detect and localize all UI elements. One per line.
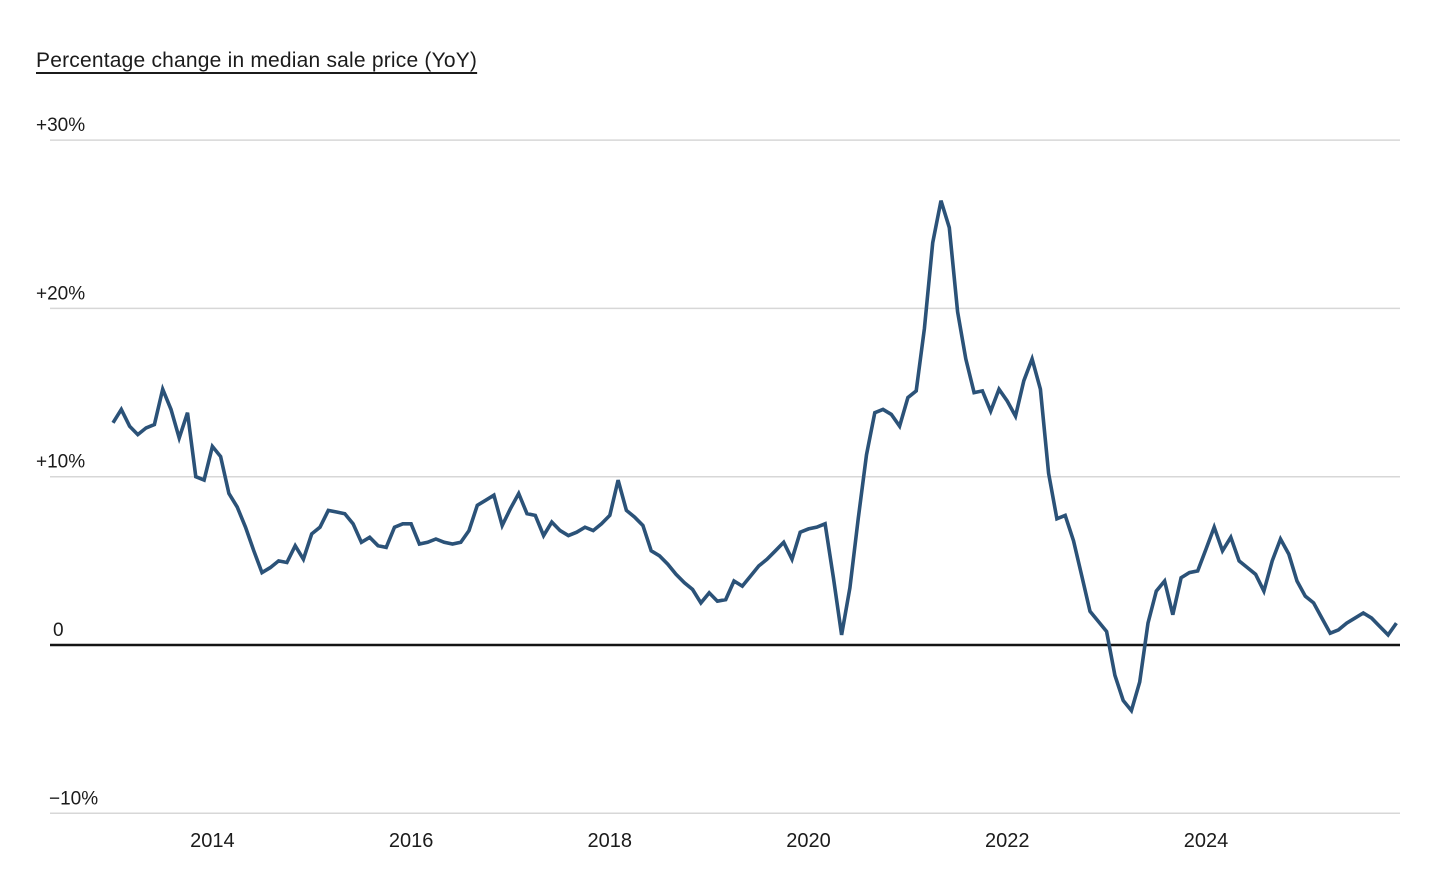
y-axis-tick-label: +20% (36, 283, 85, 304)
median-sale-price-line (111, 200, 1398, 715)
y-axis-labels-group: +30% +20% +10% 0 −10% (36, 115, 98, 809)
x-axis-tick-label: 2022 (985, 830, 1030, 852)
x-axis-tick-label: 2016 (389, 830, 434, 852)
x-axis-tick-label: 2024 (1184, 830, 1229, 852)
x-axis-tick-label: 2020 (786, 830, 831, 852)
chart-title: Percentage change in median sale price (… (36, 49, 478, 72)
y-axis-tick-label: −10% (49, 788, 98, 809)
y-axis-tick-label: +10% (36, 452, 85, 473)
x-axis-tick-label: 2014 (190, 830, 235, 852)
x-axis-labels-group: 2014 2016 2018 2020 2022 2024 (190, 830, 1228, 852)
x-axis-tick-label: 2018 (588, 830, 633, 852)
y-axis-tick-label: 0 (53, 620, 64, 641)
gridlines-group (50, 139, 1400, 815)
y-axis-tick-label: +30% (36, 115, 85, 136)
series-group (111, 200, 1398, 715)
